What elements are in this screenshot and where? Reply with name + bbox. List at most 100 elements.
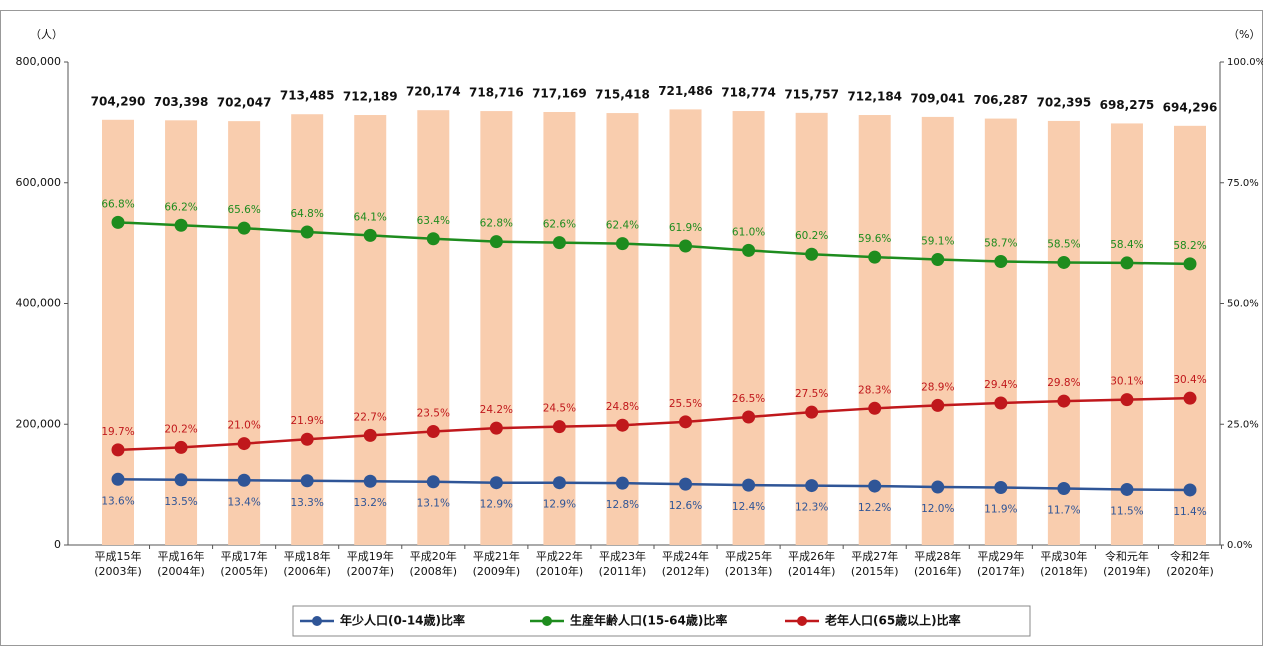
- bar-value-label: 718,774: [721, 86, 776, 100]
- x-tick-label: 平成29年: [977, 549, 1024, 563]
- x-tick-label: (2015年): [851, 564, 899, 578]
- bar-value-label: 721,486: [658, 84, 713, 98]
- x-tick-label: 平成23年: [599, 549, 646, 563]
- point-value-label: 28.9%: [921, 381, 954, 393]
- y2-tick-label: 25.0%: [1227, 419, 1259, 430]
- point: [805, 405, 819, 419]
- y2-tick-label: 0.0%: [1227, 540, 1252, 551]
- point-value-label: 66.2%: [164, 201, 197, 213]
- bar-value-label: 706,287: [973, 93, 1028, 107]
- x-tick-label: (2007年): [346, 564, 394, 578]
- point-value-label: 29.8%: [1047, 377, 1080, 389]
- x-tick-label: 平成17年: [221, 549, 268, 563]
- point-value-label: 66.8%: [101, 198, 134, 210]
- bar: [606, 113, 639, 546]
- point: [1183, 257, 1197, 271]
- bar: [858, 115, 891, 545]
- x-tick-label: 平成20年: [410, 549, 457, 563]
- point: [426, 424, 440, 438]
- point: [489, 476, 503, 490]
- bar: [543, 112, 576, 545]
- point: [363, 428, 377, 442]
- x-tick-label: (2006年): [283, 564, 331, 578]
- point: [931, 398, 945, 412]
- bar: [921, 116, 954, 545]
- point: [805, 247, 819, 261]
- x-tick-label: (2011年): [599, 564, 647, 578]
- point-value-label: 30.1%: [1110, 376, 1143, 388]
- point: [994, 254, 1008, 268]
- point-value-label: 28.3%: [858, 384, 891, 396]
- point: [994, 481, 1008, 495]
- point-value-label: 11.9%: [984, 504, 1017, 516]
- point-value-label: 22.7%: [354, 411, 387, 423]
- point: [931, 480, 945, 494]
- point-value-label: 59.1%: [921, 236, 954, 248]
- point-value-label: 64.1%: [354, 211, 387, 223]
- y2-tick-label: 50.0%: [1227, 299, 1259, 310]
- y2-tick-label: 100.0%: [1227, 57, 1263, 68]
- x-tick-label: 平成15年: [95, 549, 142, 563]
- point-value-label: 13.5%: [164, 496, 197, 508]
- point: [174, 218, 188, 232]
- point-value-label: 13.1%: [417, 498, 450, 510]
- point-value-label: 12.0%: [921, 503, 954, 515]
- x-tick-label: 平成16年: [158, 549, 205, 563]
- x-tick-label: 平成27年: [851, 549, 898, 563]
- point-value-label: 24.2%: [480, 404, 513, 416]
- x-tick-label: (2005年): [220, 564, 268, 578]
- point: [1120, 393, 1134, 407]
- point-value-label: 58.2%: [1173, 240, 1206, 252]
- bar-value-label: 718,716: [469, 86, 524, 100]
- legend-marker: [312, 616, 322, 626]
- point: [363, 228, 377, 242]
- point-value-label: 12.2%: [858, 502, 891, 514]
- x-tick-label: (2008年): [410, 564, 458, 578]
- point-value-label: 58.7%: [984, 237, 1017, 249]
- point-value-label: 11.5%: [1110, 505, 1143, 517]
- point-value-label: 59.6%: [858, 233, 891, 245]
- point: [489, 421, 503, 435]
- point-value-label: 13.6%: [101, 495, 134, 507]
- y-tick-label: 600,000: [16, 176, 62, 189]
- x-tick-label: (2009年): [473, 564, 521, 578]
- bar: [669, 109, 702, 545]
- bar: [984, 118, 1017, 545]
- point-value-label: 25.5%: [669, 398, 702, 410]
- point-value-label: 12.4%: [732, 501, 765, 513]
- point-value-label: 11.4%: [1173, 506, 1206, 518]
- point-value-label: 12.9%: [480, 499, 513, 511]
- line: [117, 221, 1191, 266]
- point-value-label: 13.2%: [354, 497, 387, 509]
- bar-value-label: 698,275: [1100, 98, 1155, 112]
- point: [300, 474, 314, 488]
- point-value-label: 61.0%: [732, 226, 765, 238]
- point: [615, 418, 629, 432]
- point: [237, 437, 251, 451]
- point-value-label: 20.2%: [164, 423, 197, 435]
- point-value-label: 58.5%: [1047, 238, 1080, 250]
- bar-value-label: 704,290: [91, 94, 146, 108]
- bar-value-label: 709,041: [910, 91, 965, 105]
- point-value-label: 61.9%: [669, 222, 702, 234]
- bar-value-label: 713,485: [280, 89, 335, 103]
- x-tick-label: (2014年): [788, 564, 836, 578]
- point: [111, 215, 125, 229]
- x-tick-label: (2019年): [1103, 564, 1151, 578]
- point: [237, 221, 251, 235]
- point: [1183, 391, 1197, 405]
- y-tick-label: 0: [54, 538, 61, 551]
- point: [111, 472, 125, 486]
- point-value-label: 19.7%: [101, 426, 134, 438]
- point: [552, 476, 566, 490]
- line: [117, 478, 1191, 492]
- y2-tick-label: 75.0%: [1227, 178, 1259, 189]
- point-value-label: 21.9%: [290, 415, 323, 427]
- point-value-label: 11.7%: [1047, 504, 1080, 516]
- x-tick-label: 令和元年: [1105, 549, 1149, 563]
- point: [742, 410, 756, 424]
- point-value-label: 63.4%: [417, 215, 450, 227]
- point: [111, 443, 125, 457]
- point: [679, 239, 693, 253]
- bar-value-label: 702,047: [217, 96, 272, 110]
